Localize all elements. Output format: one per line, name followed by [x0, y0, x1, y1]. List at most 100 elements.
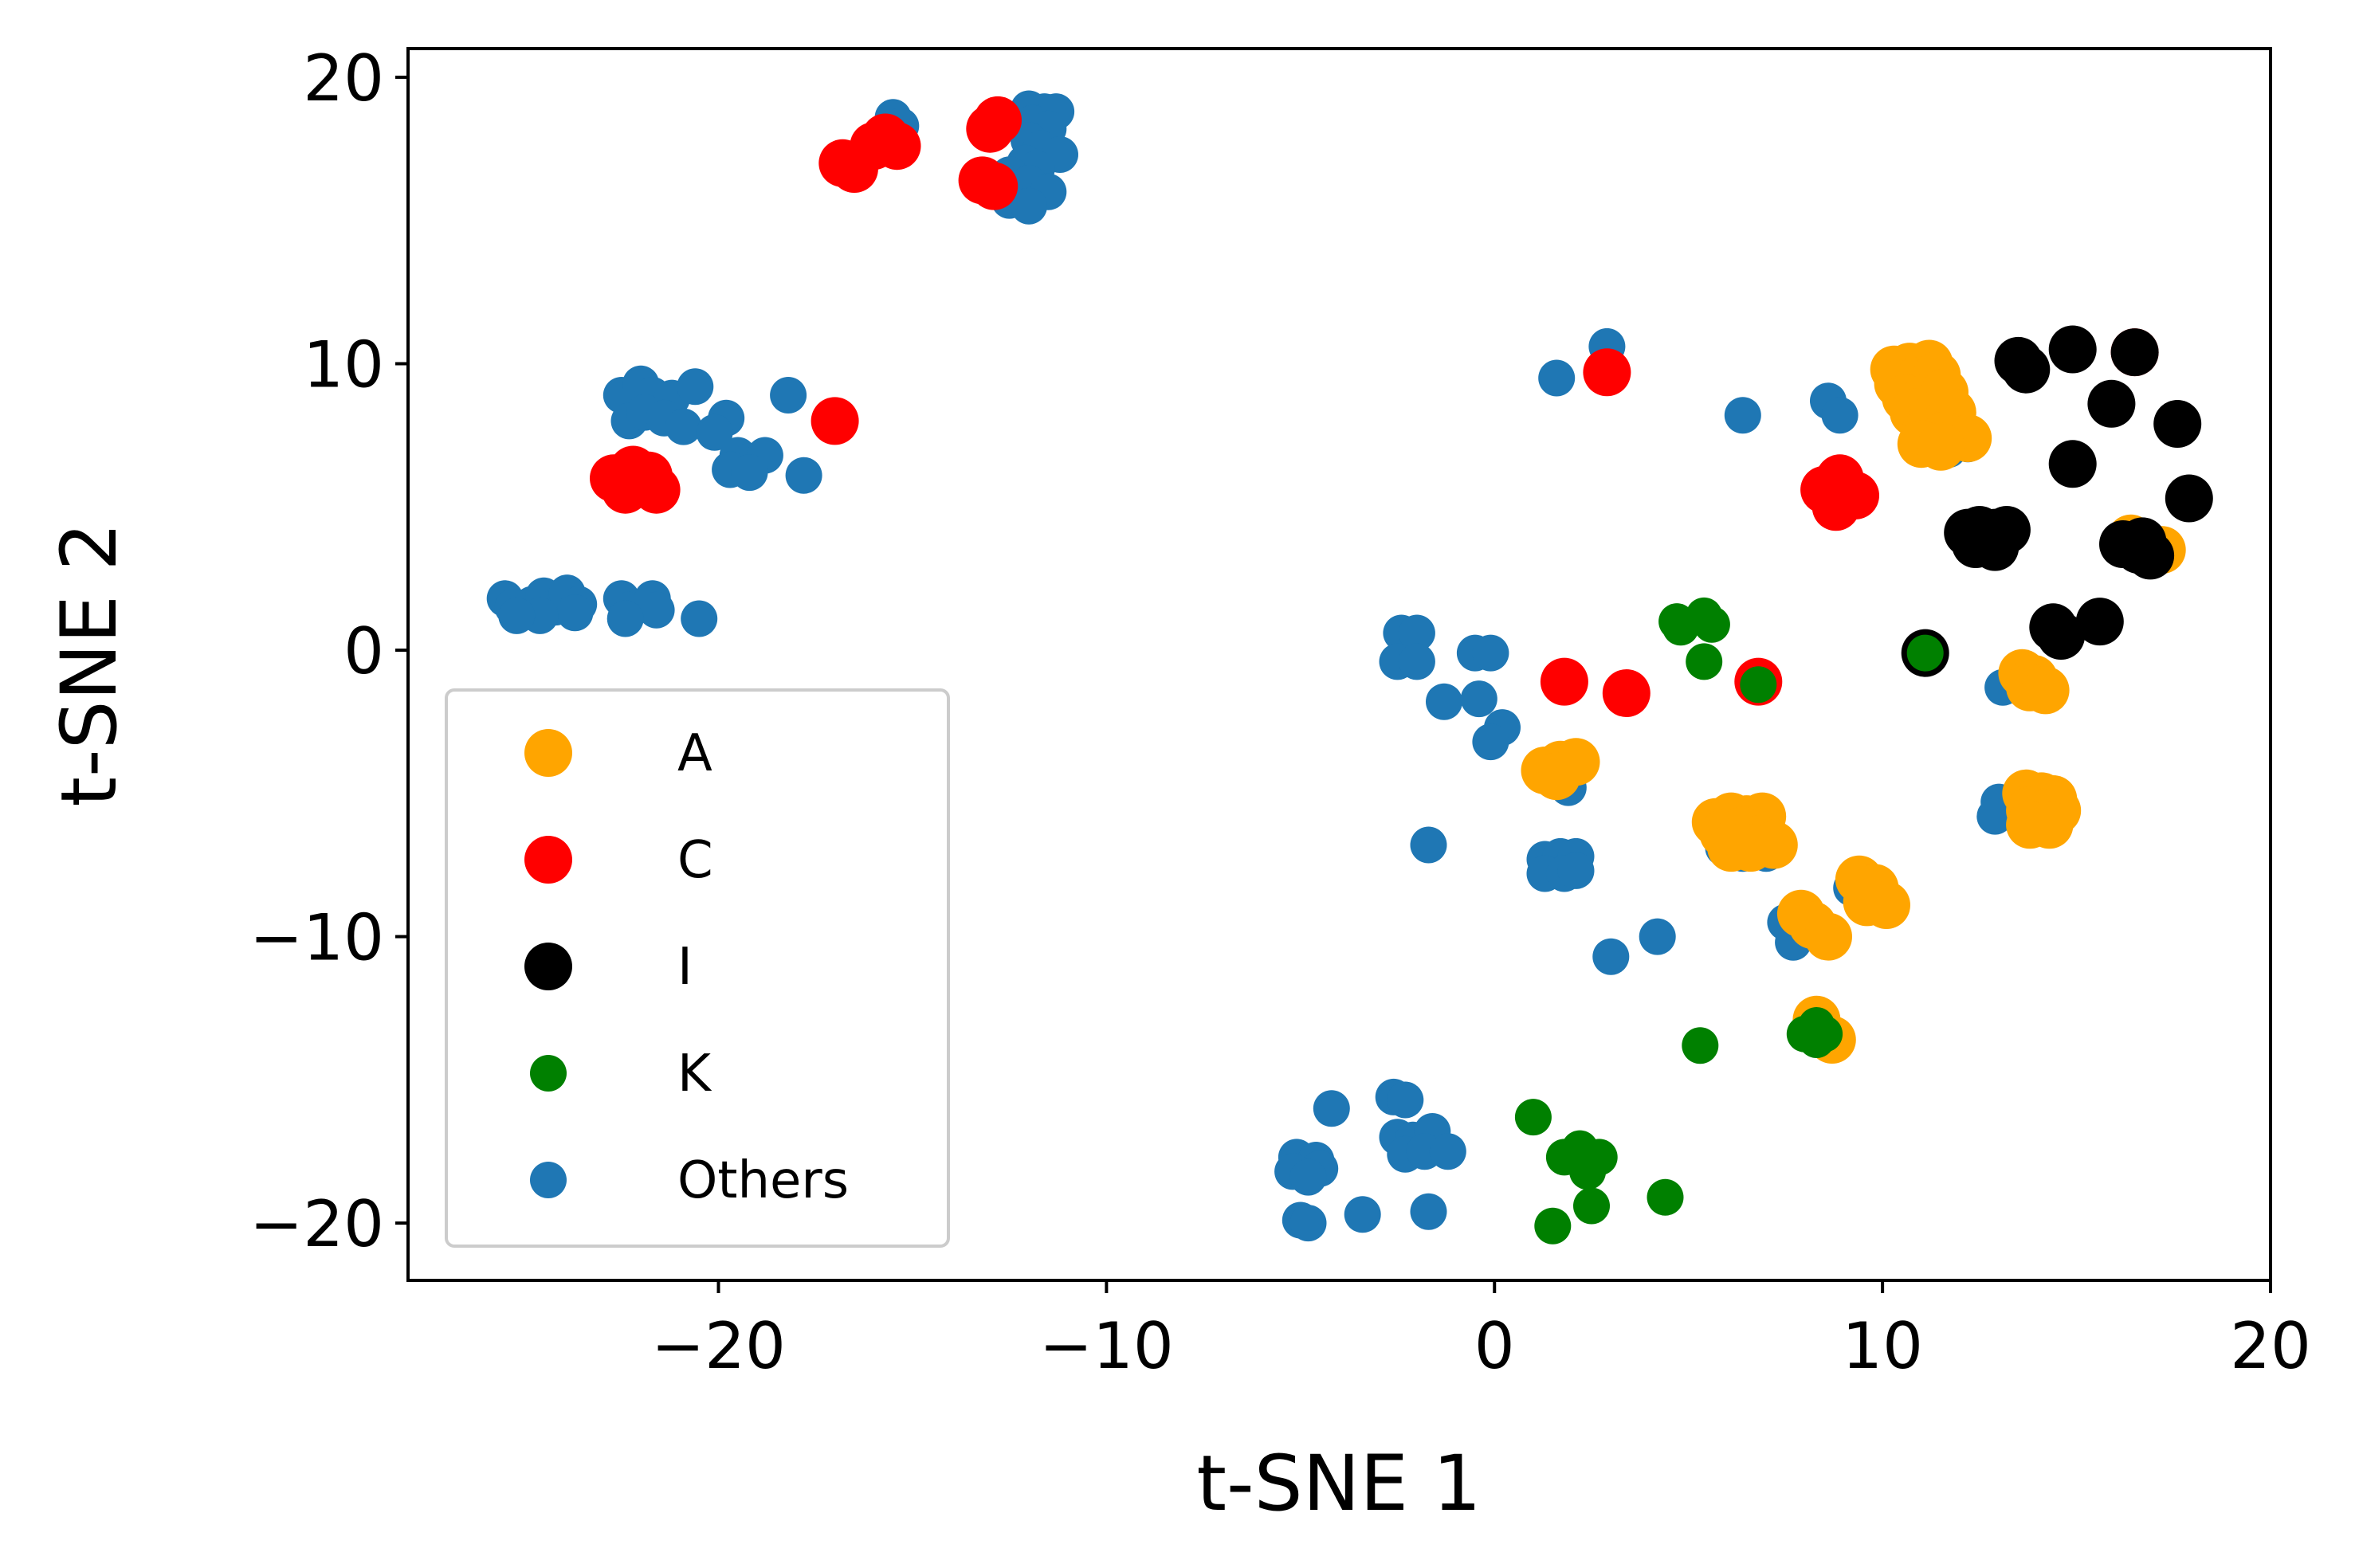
- series-i: [1901, 325, 2213, 677]
- point-others: [1410, 1193, 1447, 1230]
- point-c: [1811, 483, 1860, 531]
- point-i: [2037, 612, 2086, 660]
- legend-marker-a: [524, 729, 572, 777]
- point-k: [1686, 643, 1723, 680]
- point-c: [873, 122, 921, 171]
- point-i: [2153, 400, 2202, 448]
- point-c: [1583, 348, 1631, 397]
- point-others: [1398, 643, 1435, 680]
- point-c: [1602, 669, 1651, 717]
- point-k: [1573, 1187, 1610, 1225]
- point-c: [1540, 657, 1588, 706]
- point-i: [2048, 440, 2097, 488]
- point-others: [1639, 918, 1676, 955]
- point-others: [1538, 359, 1576, 397]
- plot-frame: [406, 47, 2272, 1282]
- point-others: [1557, 852, 1595, 889]
- point-others: [1821, 397, 1859, 434]
- point-i: [2075, 598, 2124, 646]
- point-others: [677, 368, 714, 406]
- series-c: [590, 96, 2159, 717]
- point-others: [1460, 680, 1497, 718]
- point-k: [1662, 609, 1699, 646]
- legend-marker-i: [524, 943, 572, 990]
- point-others: [556, 594, 594, 632]
- y-axis: −20 −10 0 10 20: [249, 41, 408, 1261]
- point-others: [1410, 826, 1447, 864]
- point-a: [1726, 824, 1775, 872]
- legend-marker-k: [530, 1055, 567, 1092]
- x-axis-title: t-SNE 1: [1196, 1439, 1481, 1528]
- x-tick-label: 20: [2230, 1309, 2311, 1383]
- point-others: [785, 457, 822, 494]
- point-others: [1289, 1205, 1327, 1242]
- points-layer: [486, 90, 2213, 1245]
- point-others: [498, 597, 536, 634]
- point-c: [632, 465, 681, 514]
- point-others: [731, 454, 768, 492]
- point-i: [2087, 379, 2136, 428]
- point-i: [2165, 474, 2213, 523]
- point-others: [696, 414, 733, 451]
- point-i: [2048, 325, 2097, 374]
- point-c: [974, 96, 1022, 144]
- legend-box: [445, 688, 950, 1248]
- point-others: [770, 377, 807, 414]
- point-k: [1906, 634, 1944, 672]
- y-tick-label: 20: [303, 41, 384, 116]
- point-others: [681, 600, 718, 637]
- legend-marker-others: [530, 1162, 567, 1198]
- legend-marker-c: [524, 836, 572, 884]
- point-others: [1011, 187, 1047, 225]
- point-a: [1804, 912, 1852, 961]
- point-c: [811, 397, 859, 445]
- point-others: [1289, 1158, 1327, 1196]
- point-k: [1534, 1207, 1572, 1245]
- point-k: [1569, 1153, 1607, 1190]
- y-tick-label: 0: [343, 614, 384, 688]
- y-tick-label: 10: [303, 327, 384, 402]
- point-i: [1971, 523, 2019, 571]
- x-tick-label: −20: [651, 1309, 786, 1383]
- y-axis-title: t-SNE 2: [45, 522, 134, 806]
- point-others: [1976, 798, 2014, 835]
- point-a: [2025, 801, 2074, 849]
- x-tick-label: 10: [1842, 1309, 1923, 1383]
- point-others: [638, 591, 675, 629]
- point-k: [1740, 666, 1777, 704]
- point-others: [1724, 397, 1761, 434]
- legend-label-a: A: [677, 724, 712, 783]
- x-axis: −20 −10 0 10 20: [651, 1280, 2311, 1383]
- point-a: [1533, 752, 1581, 801]
- point-k: [1693, 606, 1730, 643]
- point-others: [1426, 683, 1462, 720]
- point-i: [2002, 345, 2051, 394]
- point-others: [1429, 1133, 1466, 1170]
- series-a: [1521, 339, 2186, 1064]
- point-k: [1798, 1007, 1835, 1044]
- point-others: [1592, 938, 1630, 975]
- point-a: [1843, 878, 1891, 927]
- point-k: [1514, 1099, 1552, 1136]
- y-tick-label: −20: [249, 1187, 384, 1261]
- x-tick-label: 0: [1474, 1309, 1515, 1383]
- point-others: [606, 600, 644, 637]
- y-tick-label: −10: [249, 901, 384, 975]
- legend-label-c: C: [677, 831, 713, 890]
- point-i: [2118, 517, 2167, 566]
- point-others: [665, 408, 702, 445]
- legend-label-k: K: [677, 1045, 712, 1103]
- series-k: [1514, 597, 1944, 1245]
- point-k: [1647, 1178, 1684, 1216]
- point-others: [1313, 1090, 1350, 1127]
- point-others: [1472, 634, 1509, 672]
- point-a: [2021, 666, 2070, 715]
- point-c: [970, 162, 1019, 210]
- x-tick-label: −10: [1039, 1309, 1174, 1383]
- point-others: [1472, 723, 1509, 761]
- point-i: [2110, 328, 2159, 377]
- point-others: [1398, 614, 1435, 652]
- legend-label-others: Others: [677, 1151, 849, 1210]
